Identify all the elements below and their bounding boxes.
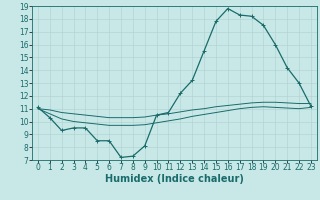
X-axis label: Humidex (Indice chaleur): Humidex (Indice chaleur)	[105, 174, 244, 184]
